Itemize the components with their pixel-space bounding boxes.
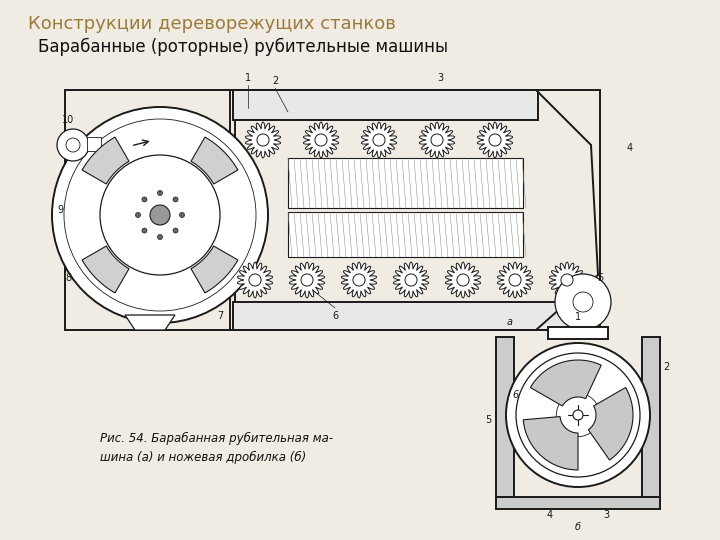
Circle shape (179, 213, 184, 218)
Circle shape (142, 228, 147, 233)
Polygon shape (191, 246, 238, 293)
Text: 3: 3 (437, 73, 443, 83)
Polygon shape (82, 137, 129, 184)
Text: а: а (507, 317, 513, 327)
Text: Рис. 54. Барабанная рубительная ма-
шина (а) и ножевая дробилка (б): Рис. 54. Барабанная рубительная ма- шина… (100, 432, 333, 464)
Circle shape (57, 129, 89, 161)
Polygon shape (445, 262, 481, 298)
Bar (233, 90, 538, 120)
Circle shape (173, 228, 178, 233)
Text: 1: 1 (245, 73, 251, 83)
Text: 7: 7 (217, 311, 223, 321)
Text: Барабанные (роторные) рубительные машины: Барабанные (роторные) рубительные машины (38, 38, 448, 56)
Circle shape (64, 119, 256, 311)
Bar (288, 158, 523, 208)
Circle shape (516, 353, 640, 477)
Circle shape (489, 134, 501, 146)
Text: 1: 1 (575, 312, 581, 322)
Text: 5: 5 (485, 415, 491, 425)
Circle shape (100, 155, 220, 275)
Polygon shape (125, 315, 175, 330)
Text: 3: 3 (603, 510, 609, 520)
Bar (87, 137, 101, 151)
Circle shape (52, 107, 268, 323)
Circle shape (249, 274, 261, 286)
Polygon shape (531, 360, 601, 406)
Circle shape (150, 205, 170, 225)
Circle shape (301, 274, 313, 286)
Text: 2: 2 (663, 362, 669, 372)
Circle shape (509, 274, 521, 286)
Circle shape (173, 197, 178, 202)
Bar (65, 90, 235, 330)
Polygon shape (477, 122, 513, 158)
Polygon shape (289, 262, 325, 298)
Circle shape (158, 191, 163, 195)
Bar (230, 90, 600, 330)
Text: 4: 4 (547, 510, 553, 520)
Polygon shape (361, 122, 397, 158)
Polygon shape (419, 122, 455, 158)
Text: 8: 8 (65, 273, 71, 283)
Text: 5: 5 (597, 273, 603, 283)
Polygon shape (341, 262, 377, 298)
Circle shape (405, 274, 417, 286)
Circle shape (353, 274, 365, 286)
Circle shape (557, 393, 600, 437)
Text: 6: 6 (332, 311, 338, 321)
Circle shape (315, 134, 327, 146)
Polygon shape (82, 246, 129, 293)
Circle shape (431, 134, 443, 146)
Text: 10: 10 (62, 115, 74, 125)
Bar (496, 497, 660, 509)
Polygon shape (549, 262, 585, 298)
Circle shape (135, 213, 140, 218)
Polygon shape (191, 137, 238, 184)
Bar (288, 212, 523, 257)
Polygon shape (523, 416, 578, 470)
Polygon shape (393, 262, 428, 298)
Text: Конструкции дереворежущих станков: Конструкции дереворежущих станков (28, 15, 396, 33)
Text: 6: 6 (513, 390, 519, 400)
Circle shape (457, 274, 469, 286)
Circle shape (158, 234, 163, 240)
Polygon shape (588, 388, 633, 460)
Text: 9: 9 (57, 205, 63, 215)
Circle shape (142, 197, 147, 202)
Text: 2: 2 (272, 76, 278, 86)
Polygon shape (246, 122, 281, 158)
Circle shape (66, 138, 80, 152)
Polygon shape (303, 122, 338, 158)
Circle shape (555, 274, 611, 330)
Text: б: б (575, 522, 581, 532)
Circle shape (561, 274, 573, 286)
Circle shape (373, 134, 385, 146)
Circle shape (506, 343, 650, 487)
Bar (548, 327, 608, 339)
Bar (642, 337, 660, 497)
Bar (496, 337, 514, 497)
Circle shape (257, 134, 269, 146)
Text: 4: 4 (627, 143, 633, 153)
Bar (233, 302, 588, 330)
Polygon shape (498, 262, 533, 298)
Circle shape (573, 410, 583, 420)
Polygon shape (238, 262, 273, 298)
Circle shape (573, 292, 593, 312)
